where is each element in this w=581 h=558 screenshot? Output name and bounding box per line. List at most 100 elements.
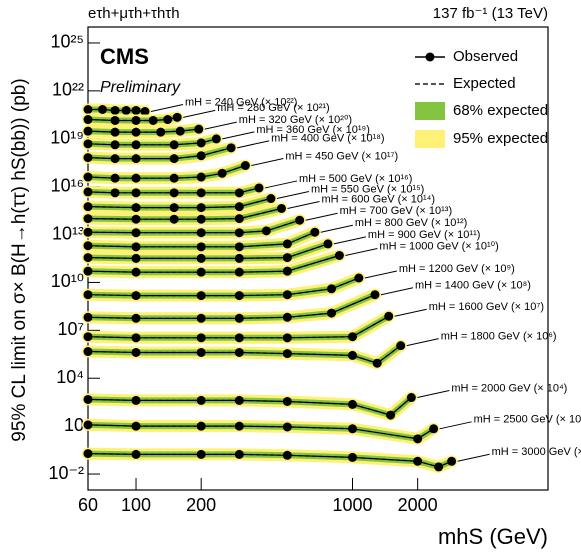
observed-point (196, 267, 206, 277)
y-tick-label: 10⁷ (57, 319, 84, 339)
observed-point (282, 239, 292, 249)
curve-label: mH = 1000 GeV (× 10¹⁰) (379, 240, 498, 252)
x-tick-label: 1000 (332, 495, 372, 515)
observed-point (348, 424, 358, 434)
observed-point (234, 395, 244, 405)
annotation-arrow (237, 140, 270, 149)
observed-point (447, 456, 457, 466)
annotation-arrow (345, 247, 378, 256)
observed-point (282, 349, 292, 359)
observed-point (131, 228, 141, 238)
observed-point (196, 172, 206, 182)
observed-point (196, 347, 206, 357)
observed-point (282, 450, 292, 460)
observed-point (83, 394, 93, 404)
annotation-arrow (183, 109, 216, 118)
observed-point (83, 115, 93, 125)
legend-observed-marker (425, 52, 435, 62)
observed-point (83, 187, 93, 197)
curve-label: mH = 1200 GeV (× 10⁹) (399, 263, 515, 275)
annotation-arrow (439, 421, 472, 430)
observed-point (327, 284, 337, 294)
x-tick-label: 200 (186, 495, 216, 515)
y-tick-label: 10⁻² (48, 463, 84, 483)
observed-point (211, 134, 221, 144)
observed-line (87, 231, 316, 248)
curve-label: mH = 550 GeV (× 10¹⁵) (311, 183, 424, 195)
curve-label: mH = 600 GeV (× 10¹⁴) (322, 193, 436, 205)
observed-point (131, 140, 141, 150)
observed-point (131, 253, 141, 263)
annotation-arrow (364, 270, 397, 279)
curve-label: mH = 400 GeV (× 10¹⁸) (271, 133, 384, 145)
observed-point (196, 138, 206, 148)
observed-point (169, 154, 179, 164)
observed-line (87, 219, 300, 234)
observed-point (83, 449, 93, 459)
y-tick-label: 10¹⁹ (50, 128, 84, 148)
annotation-arrow (333, 236, 367, 245)
observed-point (282, 253, 292, 263)
observed-point (131, 203, 141, 213)
legend-label: 68% expected (453, 102, 548, 119)
curve-label: mH = 900 GeV (× 10¹¹) (368, 229, 481, 241)
observed-point (156, 127, 166, 137)
annotation-arrow (417, 390, 450, 399)
observed-point (261, 226, 271, 236)
observed-point (372, 358, 382, 368)
observed-point (234, 188, 244, 198)
curve-label: mH = 1400 GeV (× 10⁸) (415, 280, 531, 292)
observed-point (172, 112, 182, 122)
experiment-label: CMS (100, 44, 149, 69)
observed-point (310, 227, 320, 237)
annotation-arrow (276, 191, 310, 200)
observed-point (196, 253, 206, 263)
observed-point (413, 456, 423, 466)
observed-point (110, 115, 120, 125)
observed-point (266, 194, 276, 204)
observed-point (83, 202, 93, 212)
x-tick-label: 2000 (398, 495, 438, 515)
observed-point (282, 290, 292, 300)
observed-point (384, 311, 394, 321)
observed-point (196, 214, 206, 224)
observed-point (327, 308, 337, 318)
y-tick-label: 10 (64, 415, 84, 435)
observed-point (131, 242, 141, 252)
annotation-arrow (264, 180, 298, 189)
observed-point (354, 273, 364, 283)
x-tick-label: 100 (121, 495, 151, 515)
curve-label: mH = 240 GeV (× 10²²) (185, 96, 297, 108)
observed-point (406, 393, 416, 403)
observed-point (254, 183, 264, 193)
observed-point (131, 267, 141, 277)
observed-line (87, 397, 412, 416)
observed-point (196, 228, 206, 238)
observed-point (429, 424, 439, 434)
observed-point (226, 143, 236, 153)
observed-point (348, 332, 358, 342)
observed-point (110, 127, 120, 137)
observed-point (83, 227, 93, 237)
observed-point (282, 266, 292, 276)
observed-point (131, 313, 141, 323)
observed-point (131, 395, 141, 405)
observed-point (240, 161, 250, 171)
y-tick-label: 10¹⁶ (51, 175, 84, 195)
x-axis-label: mhS (GeV) (438, 524, 548, 549)
curve-label: mH = 500 GeV (× 10¹⁶) (299, 173, 412, 185)
observed-point (196, 395, 206, 405)
y-tick-label: 10²⁵ (51, 32, 84, 52)
annotation-arrow (251, 158, 284, 167)
observed-point (234, 228, 244, 238)
annotation-arrow (394, 308, 427, 317)
observed-point (131, 154, 141, 164)
status-label: Preliminary (100, 79, 181, 96)
observed-point (83, 312, 93, 322)
observed-point (196, 203, 206, 213)
observed-point (110, 154, 120, 164)
curve-label: mH = 1600 GeV (× 10⁷) (429, 301, 544, 313)
observed-point (295, 215, 305, 225)
observed-point (121, 105, 131, 115)
observed-point (234, 313, 244, 323)
